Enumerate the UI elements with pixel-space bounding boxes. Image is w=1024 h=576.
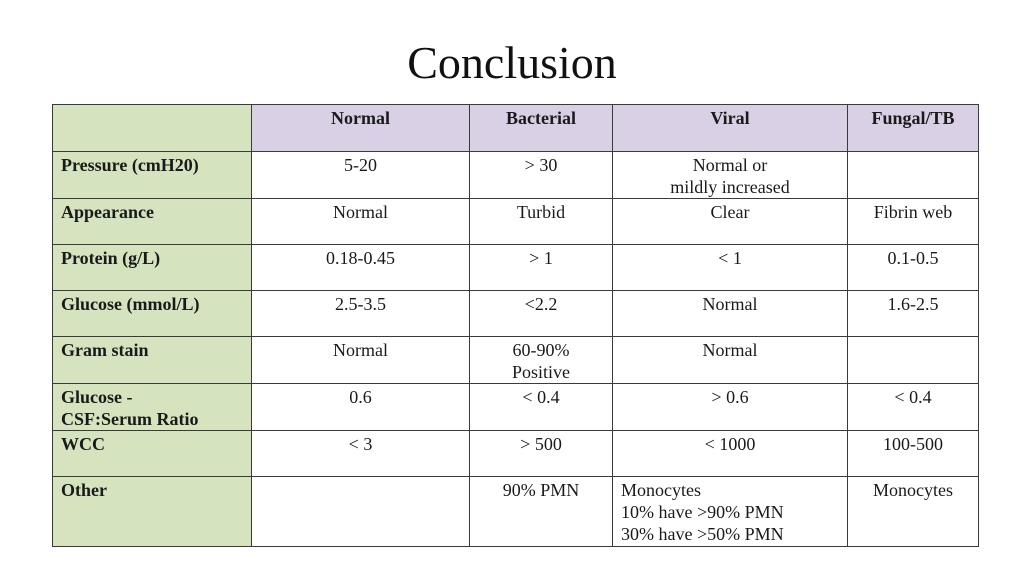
table-row: WCC < 3 > 500 < 1000 100-500 bbox=[52, 430, 979, 477]
header-corner bbox=[52, 104, 252, 152]
row-label-protein: Protein (g/L) bbox=[52, 244, 252, 291]
header-bacterial: Bacterial bbox=[469, 104, 613, 152]
cell-glucose-fungal: 1.6-2.5 bbox=[847, 290, 979, 337]
row-label-glucose-ratio: Glucose - CSF:Serum Ratio bbox=[52, 383, 252, 431]
cell-glucose-normal: 2.5-3.5 bbox=[251, 290, 470, 337]
cell-wcc-viral: < 1000 bbox=[612, 430, 848, 477]
csf-comparison-table: Normal Bacterial Viral Fungal/TB Pressur… bbox=[52, 104, 979, 547]
table-row: Glucose - CSF:Serum Ratio 0.6 < 0.4 > 0.6… bbox=[52, 383, 979, 431]
slide-title: Conclusion bbox=[407, 37, 617, 88]
cell-other-fungal: Monocytes bbox=[847, 476, 979, 547]
cell-ratio-bacterial: < 0.4 bbox=[469, 383, 613, 431]
row-label-glucose: Glucose (mmol/L) bbox=[52, 290, 252, 337]
header-viral: Viral bbox=[612, 104, 848, 152]
cell-ratio-normal: 0.6 bbox=[251, 383, 470, 431]
table-row: Other 90% PMN Monocytes 10% have >90% PMN… bbox=[52, 476, 979, 547]
cell-glucose-bacterial: <2.2 bbox=[469, 290, 613, 337]
row-label-pressure: Pressure (cmH20) bbox=[52, 151, 252, 199]
cell-other-bacterial: 90% PMN bbox=[469, 476, 613, 547]
cell-pressure-bacterial: > 30 bbox=[469, 151, 613, 199]
cell-protein-viral: < 1 bbox=[612, 244, 848, 291]
cell-ratio-fungal: < 0.4 bbox=[847, 383, 979, 431]
cell-wcc-normal: < 3 bbox=[251, 430, 470, 477]
table-row: Gram stain Normal 60-90% Positive Normal bbox=[52, 336, 979, 384]
cell-appearance-viral: Clear bbox=[612, 198, 848, 245]
row-label-other: Other bbox=[52, 476, 252, 547]
cell-glucose-viral: Normal bbox=[612, 290, 848, 337]
table-row: Appearance Normal Turbid Clear Fibrin we… bbox=[52, 198, 979, 245]
table-row: Protein (g/L) 0.18-0.45 > 1 < 1 0.1-0.5 bbox=[52, 244, 979, 291]
header-normal: Normal bbox=[251, 104, 470, 152]
cell-appearance-fungal: Fibrin web bbox=[847, 198, 979, 245]
cell-pressure-viral: Normal or mildly increased bbox=[612, 151, 848, 199]
cell-protein-bacterial: > 1 bbox=[469, 244, 613, 291]
cell-appearance-bacterial: Turbid bbox=[469, 198, 613, 245]
cell-ratio-viral: > 0.6 bbox=[612, 383, 848, 431]
cell-other-normal bbox=[251, 476, 470, 547]
row-label-wcc: WCC bbox=[52, 430, 252, 477]
row-label-appearance: Appearance bbox=[52, 198, 252, 245]
cell-other-viral: Monocytes 10% have >90% PMN 30% have >50% … bbox=[612, 476, 848, 547]
cell-gram-normal: Normal bbox=[251, 336, 470, 384]
table-row: Glucose (mmol/L) 2.5-3.5 <2.2 Normal 1.6… bbox=[52, 290, 979, 337]
cell-gram-viral: Normal bbox=[612, 336, 848, 384]
cell-protein-normal: 0.18-0.45 bbox=[251, 244, 470, 291]
cell-wcc-bacterial: > 500 bbox=[469, 430, 613, 477]
table-row: Pressure (cmH20) 5-20 > 30 Normal or mild… bbox=[52, 151, 979, 199]
cell-appearance-normal: Normal bbox=[251, 198, 470, 245]
row-label-gram-stain: Gram stain bbox=[52, 336, 252, 384]
cell-pressure-normal: 5-20 bbox=[251, 151, 470, 199]
cell-gram-fungal bbox=[847, 336, 979, 384]
header-fungal-tb: Fungal/TB bbox=[847, 104, 979, 152]
cell-gram-bacterial: 60-90% Positive bbox=[469, 336, 613, 384]
cell-wcc-fungal: 100-500 bbox=[847, 430, 979, 477]
cell-protein-fungal: 0.1-0.5 bbox=[847, 244, 979, 291]
table-header-row: Normal Bacterial Viral Fungal/TB bbox=[52, 104, 979, 152]
cell-pressure-fungal bbox=[847, 151, 979, 199]
